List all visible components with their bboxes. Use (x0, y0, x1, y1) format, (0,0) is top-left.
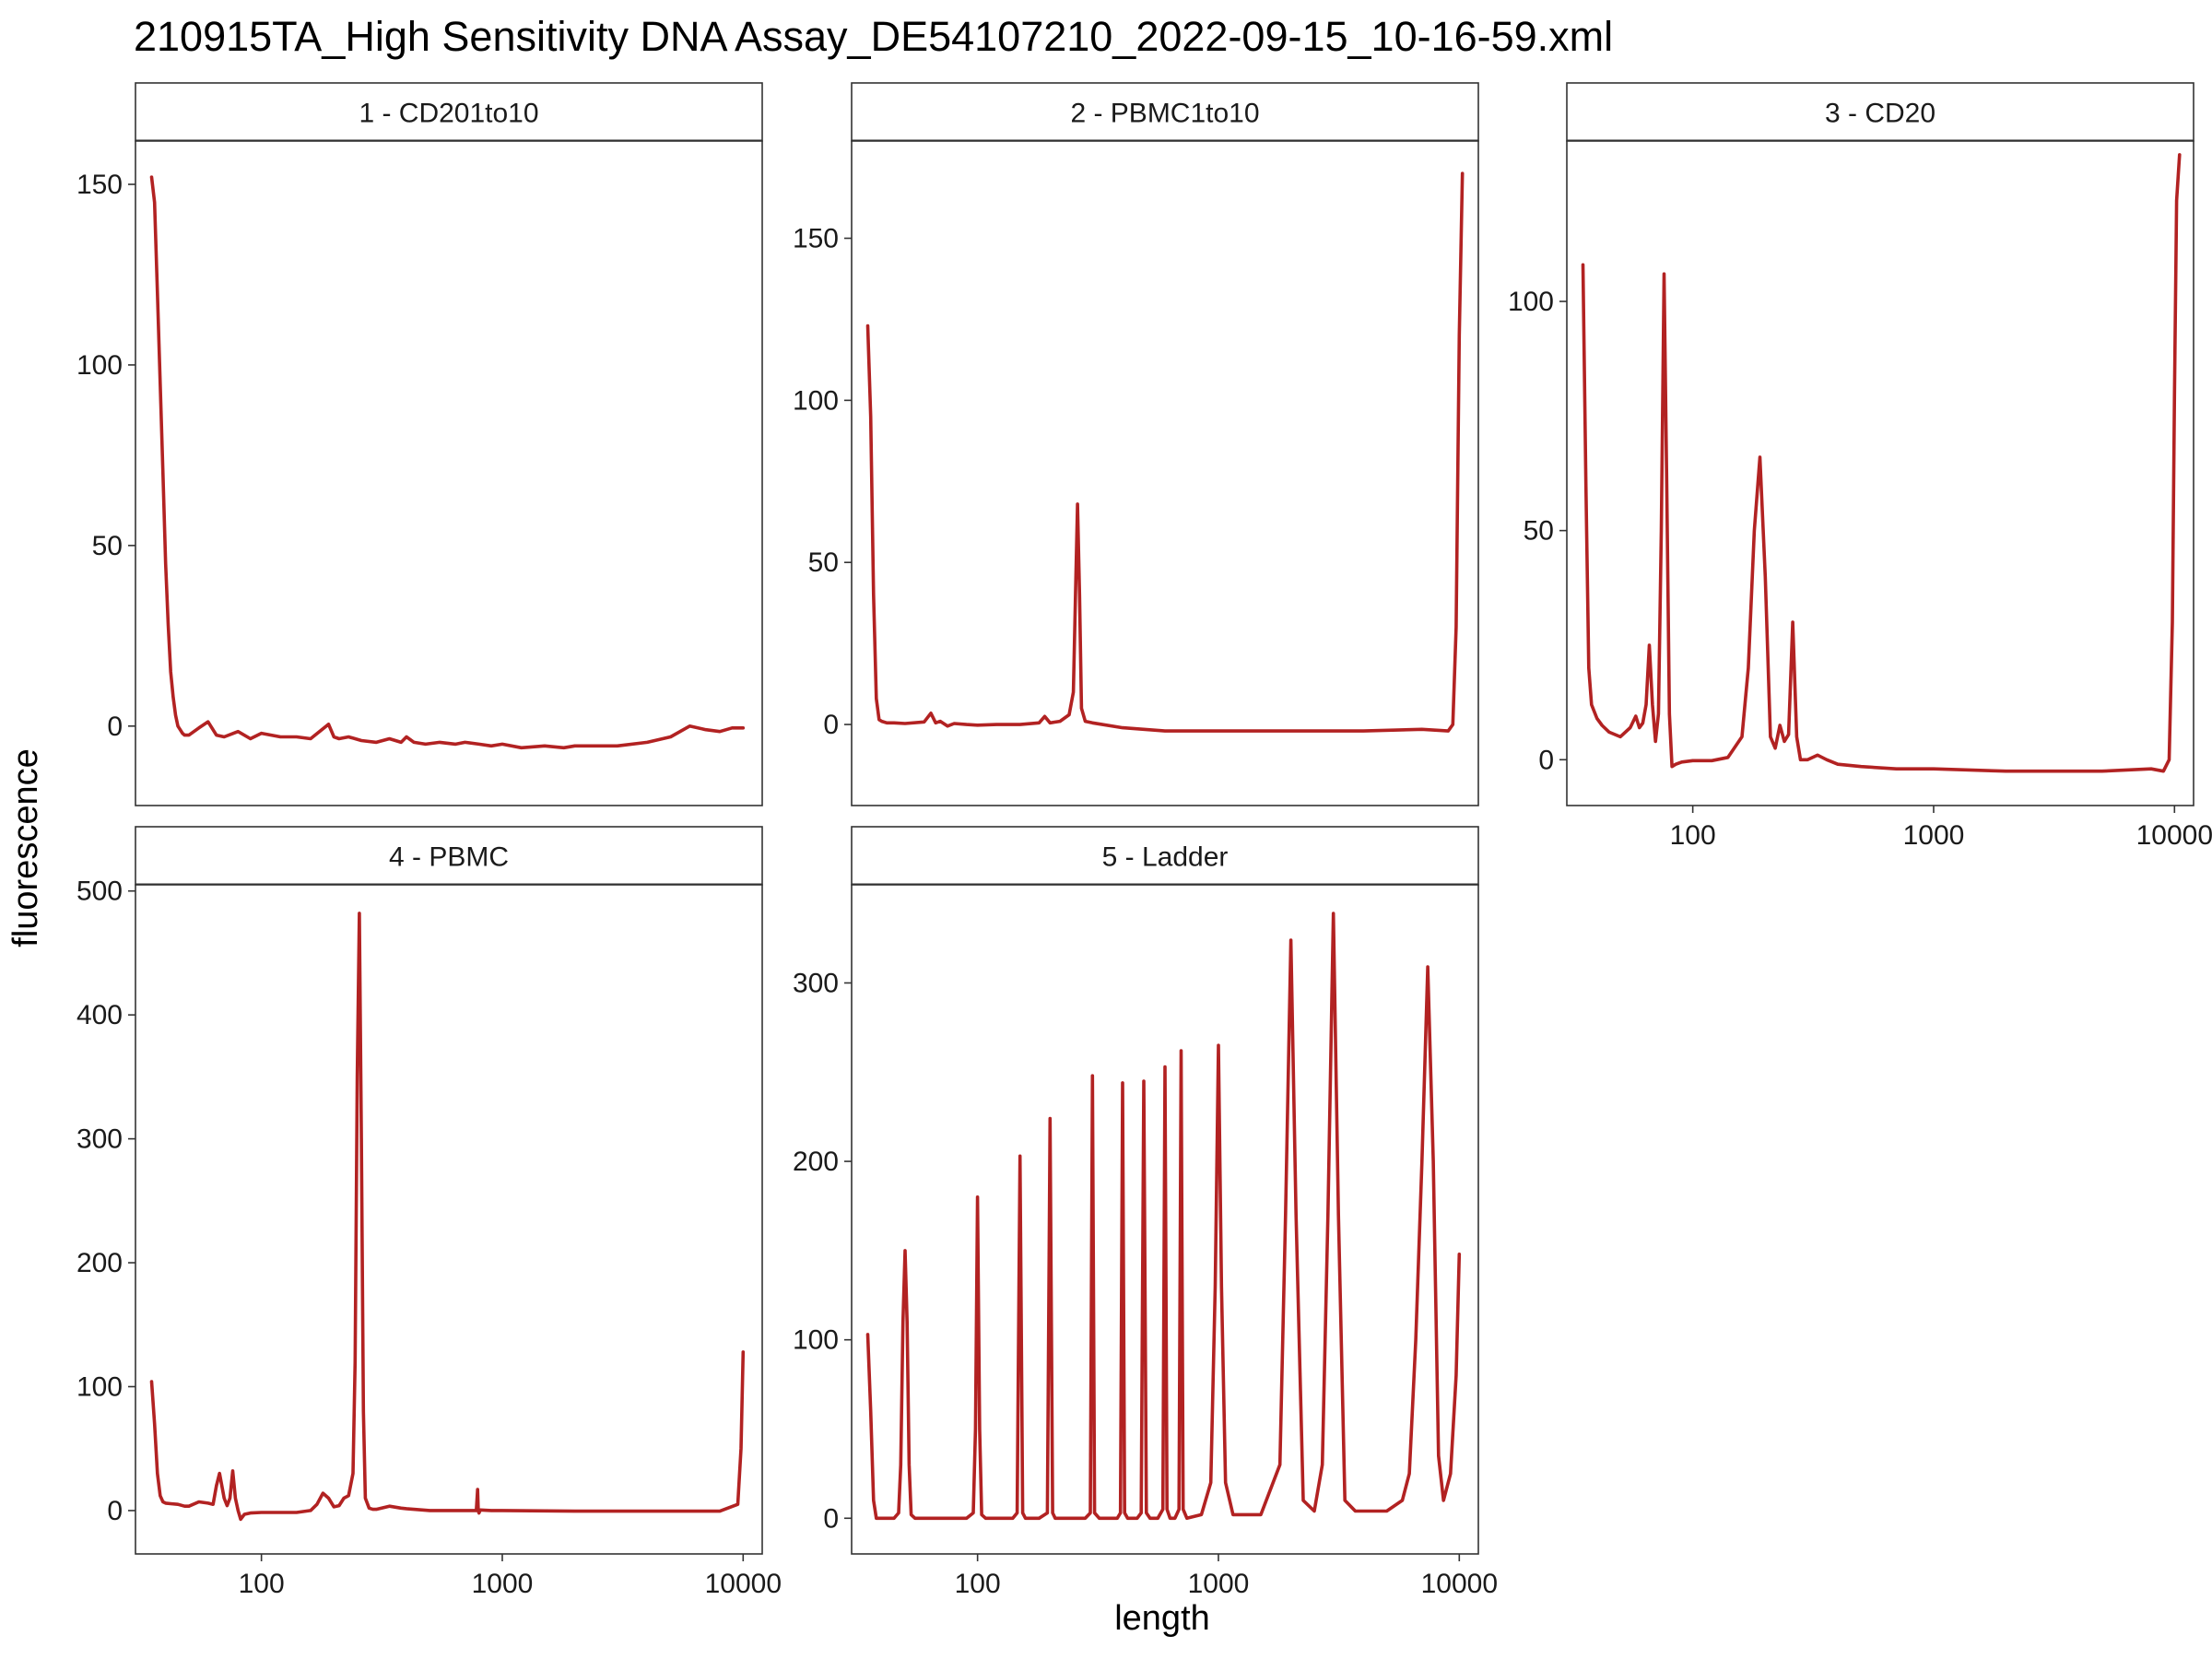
chart-title: 210915TA_High Sensitivity DNA Assay_DE54… (134, 13, 1613, 60)
panel-2-pbmc1to10: 2 - PBMC1to10 0 50 100 150 (793, 82, 1479, 806)
y-tick-label: 200 (76, 1248, 123, 1278)
series-line (865, 912, 1462, 1521)
panel-4-pbmc: 4 - PBMC 0 100 200 300 400 500 100 1000 10000 (76, 826, 782, 1599)
x-tick-label: 100 (955, 1569, 1001, 1599)
y-tick-label: 50 (1524, 516, 1554, 547)
strip-label: 4 - PBMC (389, 842, 509, 873)
x-tick-label: 1000 (1188, 1569, 1250, 1599)
x-tick-label: 1000 (1903, 820, 1965, 851)
x-tick-label: 10000 (2136, 820, 2212, 851)
strip-header (1566, 82, 2194, 142)
plot-area (135, 140, 763, 806)
strip-label: 2 - PBMC1to10 (1070, 99, 1259, 129)
series-line (149, 912, 746, 1522)
panels-group: 1 - CD201to10 0 50 100 150 2 - PBMC1to10 0 50 10… (76, 82, 2212, 1599)
panel-3-cd20: 3 - CD20 0 50 100 100 1000 10000 (1508, 82, 2212, 851)
plot-area (1566, 140, 2194, 806)
strip-header (851, 826, 1479, 886)
x-tick-label: 100 (239, 1569, 285, 1599)
y-tick-label: 50 (92, 531, 123, 561)
y-tick-label: 100 (793, 1325, 839, 1356)
y-tick-label: 0 (1538, 745, 1554, 775)
series-line (1581, 153, 2182, 773)
x-axis-title: length (1114, 1599, 1210, 1638)
y-tick-label: 100 (1508, 287, 1554, 317)
y-tick-label: 50 (808, 547, 839, 578)
panel-1-cd201to10: 1 - CD201to10 0 50 100 150 (76, 82, 763, 806)
y-tick-label: 400 (76, 1000, 123, 1030)
series-line (865, 171, 1465, 733)
x-tick-label: 1000 (472, 1569, 534, 1599)
y-tick-label: 0 (107, 712, 123, 742)
strip-label: 5 - Ladder (1102, 842, 1229, 873)
y-tick-label: 500 (76, 877, 123, 907)
strip-label: 1 - CD201to10 (359, 99, 538, 129)
y-tick-label: 300 (76, 1124, 123, 1155)
plot-area (135, 884, 763, 1555)
strip-header (135, 82, 763, 142)
panel-5-ladder: 5 - Ladder 0 100 200 300 100 1000 10000 (793, 826, 1498, 1599)
y-tick-label: 0 (823, 1503, 839, 1534)
y-tick-label: 0 (823, 710, 839, 740)
strip-label: 3 - CD20 (1825, 99, 1936, 129)
x-tick-label: 10000 (1421, 1569, 1498, 1599)
y-tick-label: 150 (793, 224, 839, 254)
x-tick-label: 10000 (705, 1569, 782, 1599)
y-tick-label: 300 (793, 968, 839, 998)
y-axis-title: fluorescence (6, 748, 45, 947)
y-tick-label: 100 (76, 350, 123, 381)
y-tick-label: 200 (793, 1147, 839, 1177)
strip-header (135, 826, 763, 886)
x-tick-label: 100 (1670, 820, 1716, 851)
y-tick-label: 0 (107, 1496, 123, 1526)
strip-header (851, 82, 1479, 142)
y-tick-label: 100 (76, 1372, 123, 1403)
plot-area (851, 140, 1479, 806)
y-tick-label: 150 (76, 170, 123, 200)
y-tick-label: 100 (793, 385, 839, 416)
series-line (149, 175, 746, 750)
